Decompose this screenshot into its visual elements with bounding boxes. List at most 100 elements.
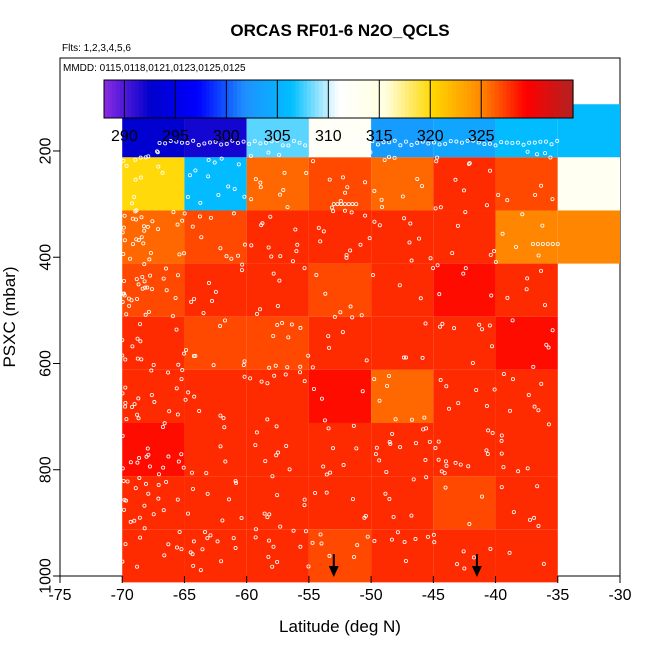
sample-point bbox=[499, 485, 504, 490]
sample-point bbox=[323, 291, 328, 296]
heatmap-cell bbox=[308, 476, 372, 530]
sample-point bbox=[428, 256, 433, 261]
colorbar-segment bbox=[447, 80, 453, 118]
sample-point bbox=[274, 453, 279, 458]
sample-point bbox=[167, 409, 172, 414]
heatmap-cell bbox=[495, 210, 558, 264]
sample-point bbox=[120, 466, 125, 471]
sample-point bbox=[128, 256, 133, 261]
sample-point bbox=[514, 245, 519, 250]
sample-point bbox=[318, 532, 323, 537]
colorbar-segment bbox=[236, 80, 242, 118]
sample-point bbox=[273, 363, 278, 368]
sample-point bbox=[400, 194, 405, 199]
colorbar-segment bbox=[463, 80, 469, 118]
sample-point bbox=[477, 322, 482, 327]
colorbar-segment bbox=[240, 80, 246, 118]
colorbar-segment bbox=[111, 80, 117, 118]
sample-point bbox=[372, 188, 377, 193]
sample-point bbox=[152, 400, 157, 405]
sample-point bbox=[344, 255, 349, 260]
sample-point bbox=[510, 140, 515, 145]
sample-point bbox=[142, 262, 147, 267]
sample-point bbox=[388, 441, 393, 446]
sample-point bbox=[242, 359, 247, 364]
sample-point bbox=[532, 404, 537, 409]
sample-point bbox=[180, 368, 185, 373]
sample-point bbox=[133, 177, 138, 182]
heatmap-cell bbox=[122, 529, 185, 583]
sample-point bbox=[138, 339, 143, 344]
sample-point bbox=[207, 140, 212, 145]
heatmap-cell bbox=[495, 316, 558, 370]
sample-point bbox=[311, 159, 316, 164]
colorbar-segment bbox=[483, 80, 488, 118]
sample-point bbox=[311, 387, 316, 392]
sample-point bbox=[122, 497, 127, 502]
sample-point bbox=[374, 445, 379, 450]
sample-point bbox=[436, 457, 441, 462]
sample-point bbox=[120, 299, 125, 304]
sample-point bbox=[391, 514, 396, 519]
sample-point bbox=[156, 472, 161, 477]
sample-point bbox=[226, 184, 231, 189]
sample-point bbox=[484, 203, 489, 208]
sample-point bbox=[476, 140, 481, 145]
sample-point bbox=[496, 192, 501, 197]
sample-point bbox=[211, 363, 216, 368]
sample-point bbox=[421, 427, 426, 432]
sample-point bbox=[332, 314, 337, 319]
sample-point bbox=[121, 291, 126, 296]
colorbar-segment bbox=[369, 80, 375, 118]
colorbar-segment bbox=[315, 80, 320, 118]
sample-point bbox=[166, 542, 171, 547]
sample-point bbox=[208, 533, 213, 538]
sample-point bbox=[270, 474, 275, 479]
sample-point bbox=[137, 456, 142, 461]
sample-point bbox=[123, 404, 128, 409]
sample-point bbox=[145, 224, 150, 229]
colorbar-segment bbox=[506, 80, 512, 118]
sample-point bbox=[362, 515, 367, 520]
colorbar-segment bbox=[104, 80, 109, 118]
colorbar-segment bbox=[444, 80, 449, 118]
sample-point bbox=[234, 480, 239, 485]
sample-point bbox=[168, 138, 173, 143]
sample-point bbox=[190, 486, 195, 491]
heatmap-cell bbox=[184, 316, 247, 370]
colorbar-segment bbox=[209, 80, 215, 118]
sample-point bbox=[138, 322, 143, 327]
heatmap-cell bbox=[246, 369, 309, 423]
heatmap-cell bbox=[371, 263, 434, 317]
sample-point bbox=[175, 222, 180, 227]
sample-point bbox=[387, 140, 392, 145]
sample-point bbox=[155, 227, 160, 232]
sample-point bbox=[520, 212, 525, 217]
colorbar-segment bbox=[361, 80, 367, 118]
sample-point bbox=[507, 408, 512, 413]
sample-point bbox=[189, 299, 194, 304]
sample-point bbox=[541, 561, 546, 566]
sample-point bbox=[280, 143, 285, 148]
heatmap-cell bbox=[246, 422, 309, 477]
sample-point bbox=[431, 532, 436, 537]
sample-point bbox=[344, 253, 349, 258]
sample-point bbox=[383, 491, 388, 496]
sample-point bbox=[382, 157, 387, 162]
colorbar-segment bbox=[494, 80, 500, 118]
sample-point bbox=[267, 512, 272, 517]
colorbar-segment bbox=[170, 80, 175, 118]
sample-point bbox=[492, 249, 497, 254]
sample-point bbox=[409, 417, 414, 422]
colorbar-segment bbox=[377, 80, 383, 118]
sample-point bbox=[456, 401, 461, 406]
sample-point bbox=[208, 215, 213, 220]
sample-point bbox=[156, 164, 161, 169]
sample-point bbox=[306, 353, 311, 358]
sample-point bbox=[328, 150, 333, 155]
sample-point bbox=[183, 397, 188, 402]
y-tick-label: 400 bbox=[38, 244, 55, 271]
sample-point bbox=[324, 490, 329, 495]
sample-point bbox=[359, 313, 364, 318]
sample-point bbox=[219, 142, 224, 147]
